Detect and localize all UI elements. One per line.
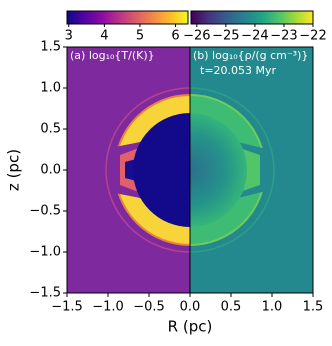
x-tick-label: 1.0	[262, 300, 283, 315]
y-tick-label: −0.5	[29, 204, 61, 219]
temperature-map	[67, 47, 190, 293]
x-tick-label: 0.5	[221, 300, 242, 315]
y-tick-label: 0.0	[40, 163, 61, 178]
panel-label: (b) log₁₀{ρ/(g cm⁻³)}	[193, 49, 308, 62]
panel-label: (a) log₁₀{T/(K)}	[70, 49, 155, 62]
y-tick-label: 1.5	[40, 40, 61, 55]
x-tick-label: 1.5	[303, 300, 324, 315]
colorbar-tick-label: −22	[299, 29, 326, 44]
time-label: t=20.053 Myr	[200, 64, 277, 77]
colorbar-tick-label: −25	[212, 29, 239, 44]
y-tick-label: −1.5	[29, 286, 61, 301]
colorbar-tick-label: −23	[270, 29, 297, 44]
x-tick-label: −1.5	[51, 300, 83, 315]
colorbar-tick-label: 6	[171, 29, 179, 44]
y-tick-label: −1.0	[29, 245, 61, 260]
x-axis-label: R (pc)	[168, 318, 213, 336]
x-tick-label: −1.0	[92, 300, 124, 315]
colorbar-tick-label: 3	[65, 29, 73, 44]
density-map	[190, 47, 313, 293]
x-tick-label: −0.5	[133, 300, 165, 315]
y-axis-label: z (pc)	[5, 149, 23, 191]
y-tick-label: 1.0	[40, 81, 61, 96]
colorbar	[190, 10, 314, 25]
colorbar	[66, 10, 189, 25]
colorbar-tick-label: −24	[241, 29, 268, 44]
colorbar-tick-label: −26	[183, 29, 210, 44]
colorbar-tick-label: 5	[136, 29, 144, 44]
y-tick-label: 0.5	[40, 122, 61, 137]
colorbar-tick-label: 4	[100, 29, 108, 44]
x-tick-label: 0.0	[180, 300, 201, 315]
